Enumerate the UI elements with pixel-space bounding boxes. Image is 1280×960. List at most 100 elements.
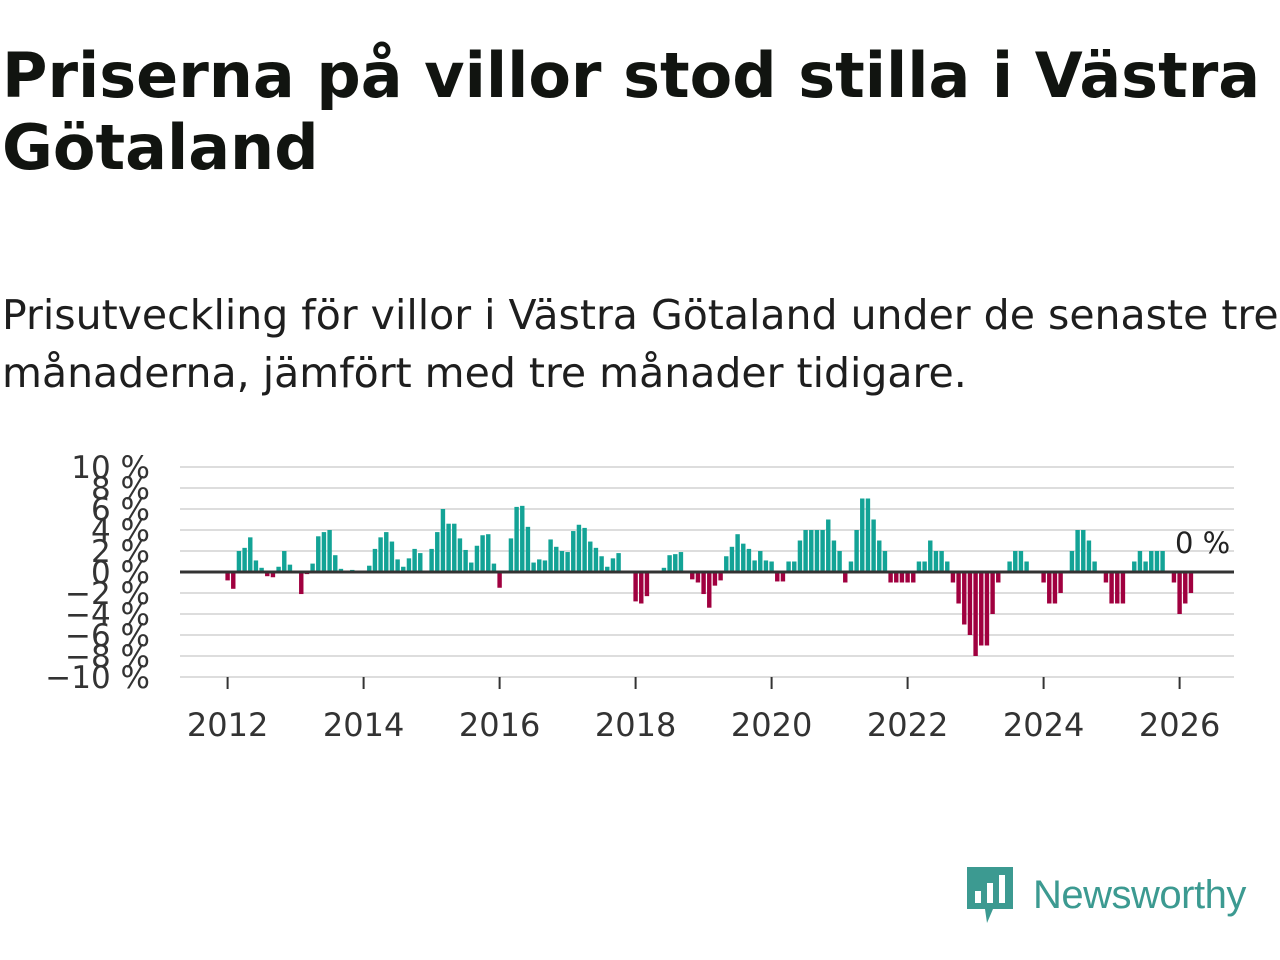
bar — [1137, 551, 1143, 572]
bar — [1007, 561, 1012, 572]
bar — [1115, 572, 1120, 604]
bar — [905, 572, 910, 583]
bar — [588, 541, 593, 572]
bar — [967, 572, 973, 635]
bar — [826, 519, 831, 572]
bar — [945, 561, 950, 572]
bar — [242, 547, 247, 572]
bar — [973, 572, 978, 656]
bar — [678, 552, 684, 572]
bar — [469, 562, 474, 572]
bar — [497, 572, 502, 588]
bar — [338, 568, 344, 572]
bar — [389, 541, 395, 572]
bar — [792, 561, 797, 572]
bar — [928, 540, 933, 572]
bar — [253, 560, 259, 572]
bar — [690, 572, 695, 580]
bar — [848, 561, 854, 572]
bar — [576, 524, 582, 572]
bar — [809, 530, 814, 572]
bar — [1041, 572, 1046, 583]
bar — [695, 572, 701, 583]
bar — [582, 527, 587, 572]
newsworthy-logo: Newsworthy — [965, 865, 1246, 925]
bar — [984, 572, 990, 646]
y-tick-label: 2 % — [91, 534, 150, 570]
x-axis: 2012 2014 2016 2018 2020 2022 2024 2026 — [187, 677, 1220, 744]
bar — [758, 551, 763, 572]
bar — [514, 506, 519, 572]
y-tick-label: 0 % — [91, 555, 150, 591]
bar — [746, 548, 752, 572]
bar — [327, 530, 332, 572]
bar — [871, 519, 876, 572]
bar — [486, 534, 491, 572]
bar — [1160, 551, 1165, 572]
bar — [769, 561, 774, 572]
bar — [752, 560, 757, 572]
bar — [775, 572, 780, 582]
bar — [457, 538, 463, 572]
bars — [225, 498, 1194, 656]
bar — [888, 572, 893, 583]
bar — [395, 559, 400, 572]
bar — [248, 537, 253, 572]
chart-subtitle: Prisutveckling för villor i Västra Götal… — [2, 291, 1279, 397]
bar — [1120, 572, 1126, 604]
bar — [525, 526, 531, 572]
bar — [491, 563, 497, 572]
bar — [316, 536, 321, 572]
bar — [1177, 572, 1182, 614]
x-tick-label: 2024 — [1003, 706, 1084, 744]
bar — [741, 543, 746, 572]
bar — [1058, 572, 1063, 593]
bar — [1047, 572, 1052, 604]
bar — [418, 553, 423, 572]
bar — [565, 552, 570, 572]
x-tick-label: 2014 — [323, 706, 404, 744]
bar — [797, 540, 803, 572]
bar — [979, 572, 984, 646]
bar — [333, 555, 338, 572]
newsworthy-icon — [967, 867, 1013, 923]
bar — [231, 572, 236, 589]
bar — [996, 572, 1001, 583]
y-tick-label: 8 % — [91, 471, 150, 507]
bar — [531, 562, 536, 572]
bar — [661, 567, 667, 572]
bar — [440, 509, 446, 572]
x-tick-label: 2016 — [459, 706, 540, 744]
bar — [406, 558, 412, 572]
bar — [1081, 530, 1086, 572]
bar — [729, 546, 735, 572]
bar — [724, 556, 729, 572]
bar — [831, 540, 837, 572]
bar — [712, 572, 718, 586]
bar — [225, 572, 230, 581]
y-axis: 10 %8 %6 %4 %2 %0 %−2 %−4 %−6 %−8 %−10 % — [45, 450, 150, 696]
bar — [508, 538, 514, 572]
bar — [899, 572, 905, 583]
bar — [843, 572, 848, 583]
bar — [865, 498, 871, 572]
bar — [599, 556, 604, 572]
bar — [1171, 572, 1177, 583]
bar — [542, 560, 548, 572]
bar — [605, 566, 610, 572]
bar — [763, 560, 769, 572]
bar — [299, 572, 304, 595]
bar — [1075, 530, 1080, 572]
bar — [990, 572, 995, 614]
bar — [236, 551, 242, 572]
bar — [1013, 551, 1018, 572]
bar — [1018, 551, 1024, 572]
bar — [270, 572, 276, 578]
bar — [372, 548, 378, 572]
y-tick-label: −2 % — [65, 576, 150, 612]
bar-chart: 10 %8 %6 %4 %2 %0 %−2 %−4 %−6 %−8 %−10 %… — [45, 450, 1234, 744]
bar — [537, 559, 542, 572]
bar — [877, 540, 882, 572]
bar — [282, 551, 287, 572]
bar — [707, 572, 712, 608]
